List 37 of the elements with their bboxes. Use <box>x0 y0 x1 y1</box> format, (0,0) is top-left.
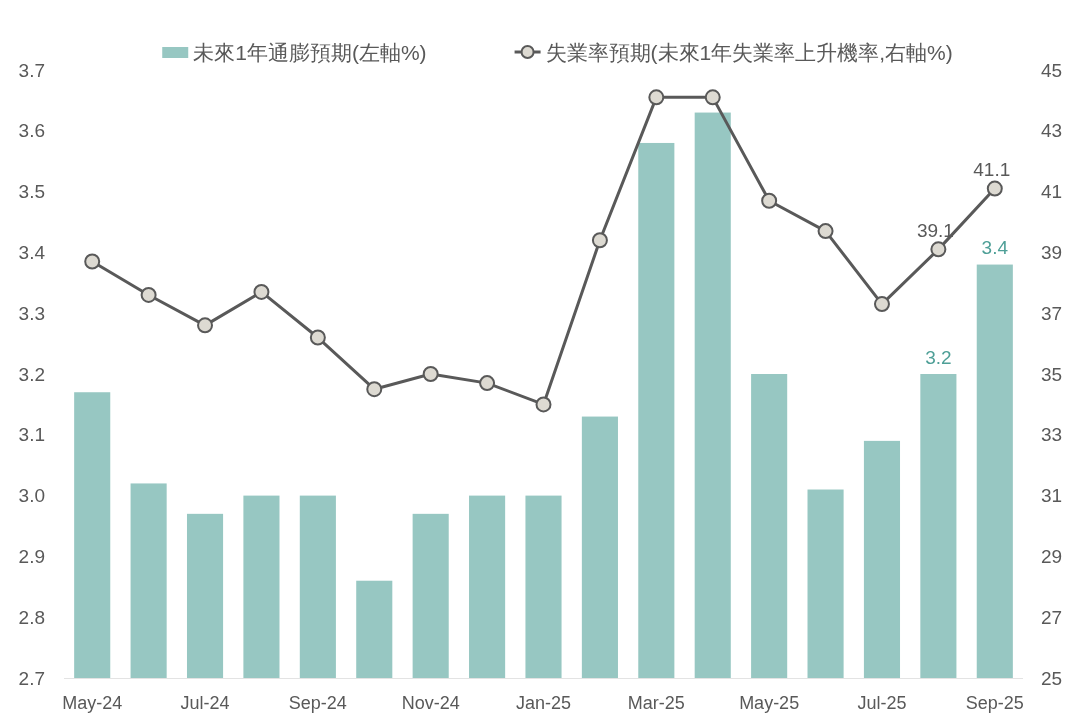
y-tick-label: 3.1 <box>18 424 45 446</box>
x-tick-label: Jul-24 <box>180 693 230 713</box>
y-tick-label: 2.8 <box>18 606 45 628</box>
y2-tick-label: 35 <box>1041 363 1063 385</box>
y2-tick-label: 25 <box>1041 667 1063 689</box>
y2-tick-label: 29 <box>1041 545 1063 567</box>
data-label: 41.1 <box>973 159 1011 181</box>
legend-label: 未來1年通膨預期(左軸%) <box>193 40 427 64</box>
x-tick-label: Mar-25 <box>627 693 685 713</box>
y2-tick-label: 27 <box>1041 606 1063 628</box>
y-tick-label: 3.5 <box>18 181 45 203</box>
y2-tick-label: 43 <box>1041 120 1063 142</box>
data-label: 3.4 <box>981 237 1008 259</box>
y-tick-label: 3.2 <box>18 363 45 385</box>
y2-tick-label: 41 <box>1041 181 1063 203</box>
x-tick-label: Sep-25 <box>965 693 1024 713</box>
y-tick-label: 3.4 <box>18 241 45 263</box>
x-tick-label: Sep-24 <box>288 693 347 713</box>
legend-label: 失業率預期(未來1年失業率上升機率,右軸%) <box>545 40 953 64</box>
y-tick-label: 3.6 <box>18 120 45 142</box>
x-tick-label: May-25 <box>739 693 800 713</box>
y2-tick-label: 31 <box>1041 485 1063 507</box>
x-tick-label: Nov-24 <box>401 693 460 713</box>
y-tick-label: 3.3 <box>18 302 45 324</box>
data-label: 39.1 <box>916 219 954 241</box>
y-tick-label: 2.7 <box>18 667 45 689</box>
x-tick-label: Jan-25 <box>516 693 571 713</box>
y2-tick-label: 33 <box>1041 424 1063 446</box>
y2-tick-label: 39 <box>1041 241 1063 263</box>
y-tick-label: 3.0 <box>18 485 45 507</box>
data-label: 3.2 <box>925 346 952 368</box>
y2-tick-label: 45 <box>1041 59 1063 81</box>
y-tick-label: 3.7 <box>18 59 45 81</box>
y-tick-label: 2.9 <box>18 545 45 567</box>
x-tick-label: Jul-25 <box>857 693 907 713</box>
y2-tick-label: 37 <box>1041 302 1063 324</box>
x-tick-label: May-24 <box>62 693 123 713</box>
